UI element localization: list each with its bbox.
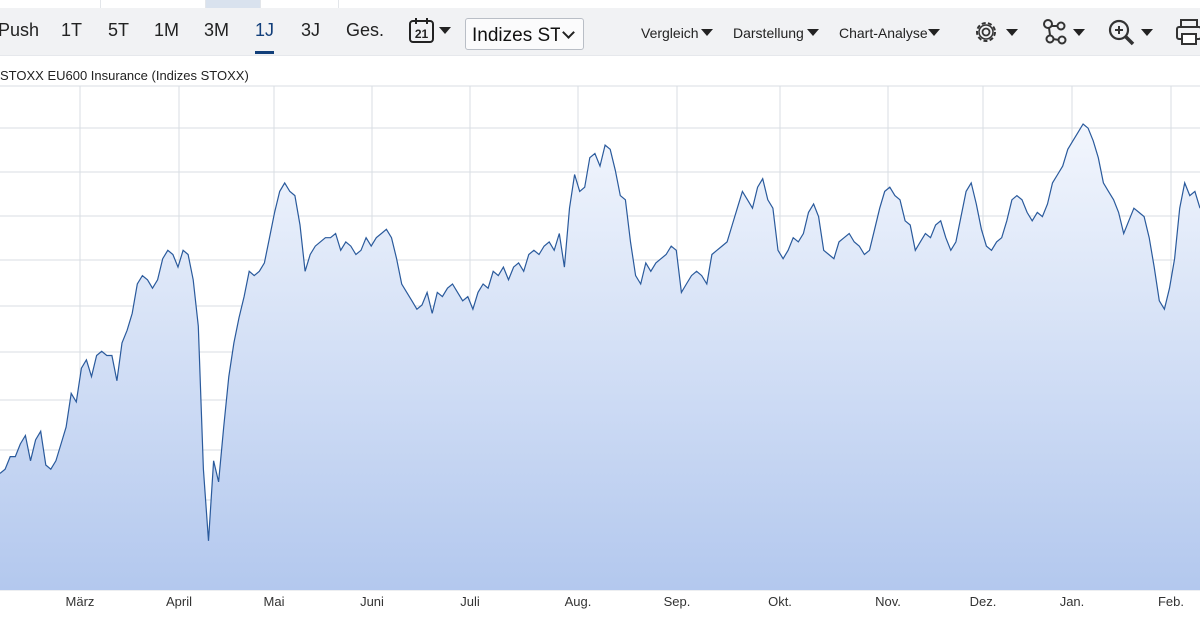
x-axis: März April Mai Juni Juli Aug. Sep. Okt. Nov. Dez.… — [66, 594, 1184, 609]
price-area-fill — [0, 124, 1200, 590]
x-tick-label: März — [66, 594, 95, 609]
x-tick-label: Okt. — [768, 594, 792, 609]
settings-dropdown-arrow[interactable] — [1006, 29, 1018, 36]
x-tick-label: Mai — [264, 594, 285, 609]
gear-icon[interactable] — [971, 17, 1001, 47]
vergleich-menu[interactable]: Vergleich — [641, 25, 699, 41]
chart-analyse-dropdown-arrow[interactable] — [928, 29, 940, 36]
top-tab-segment — [100, 0, 206, 8]
top-tab-segment — [0, 0, 101, 8]
exchange-select-value: Indizes STOXX — [472, 25, 560, 46]
price-series-line — [0, 123, 1200, 541]
x-tick-label: Jan. — [1060, 594, 1085, 609]
x-tick-label: Dez. — [970, 594, 997, 609]
darstellung-dropdown-arrow[interactable] — [807, 29, 819, 36]
x-tick-label: Feb. — [1158, 594, 1184, 609]
zoom-in-icon[interactable] — [1106, 17, 1136, 47]
period-3m[interactable]: 3M — [204, 20, 230, 40]
chart-toolbar: Push 1T 5T 1M 3M 1J 3J Ges. 21 Indizes S… — [0, 8, 1200, 56]
network-icon[interactable] — [1040, 17, 1070, 47]
period-1m[interactable]: 1M — [154, 20, 180, 40]
period-ges[interactable]: Ges. — [346, 20, 385, 40]
chart-analyse-menu[interactable]: Chart-Analyse — [839, 25, 928, 41]
period-5t[interactable]: 5T — [108, 20, 130, 40]
x-tick-label: Aug. — [565, 594, 592, 609]
period-3j[interactable]: 3J — [301, 20, 321, 40]
x-tick-label: April — [166, 594, 192, 609]
top-tab-segment — [260, 0, 339, 8]
zoom-dropdown-arrow[interactable] — [1141, 29, 1153, 36]
chart-title: STOXX EU600 Insurance (Indizes STOXX) — [0, 68, 249, 83]
exchange-select[interactable]: Indizes STOXX — [465, 18, 584, 50]
calendar-dropdown-arrow[interactable] — [439, 27, 451, 34]
x-tick-label: Juni — [360, 594, 384, 609]
x-tick-label: Sep. — [664, 594, 691, 609]
x-tick-label: Juli — [460, 594, 480, 609]
period-push[interactable]: Push — [0, 20, 40, 40]
calendar-day: 21 — [415, 27, 429, 41]
vergleich-dropdown-arrow[interactable] — [701, 29, 713, 36]
network-dropdown-arrow[interactable] — [1073, 29, 1085, 36]
top-tab-segment-active — [206, 0, 261, 8]
period-1t[interactable]: 1T — [61, 20, 83, 40]
print-icon[interactable] — [1174, 17, 1200, 47]
period-1j[interactable]: 1J — [255, 20, 275, 40]
top-tab-strip — [0, 0, 1200, 8]
calendar-icon[interactable]: 21 — [408, 17, 435, 44]
darstellung-menu[interactable]: Darstellung — [733, 25, 804, 41]
active-period-indicator — [255, 51, 274, 54]
x-tick-label: Nov. — [875, 594, 901, 609]
